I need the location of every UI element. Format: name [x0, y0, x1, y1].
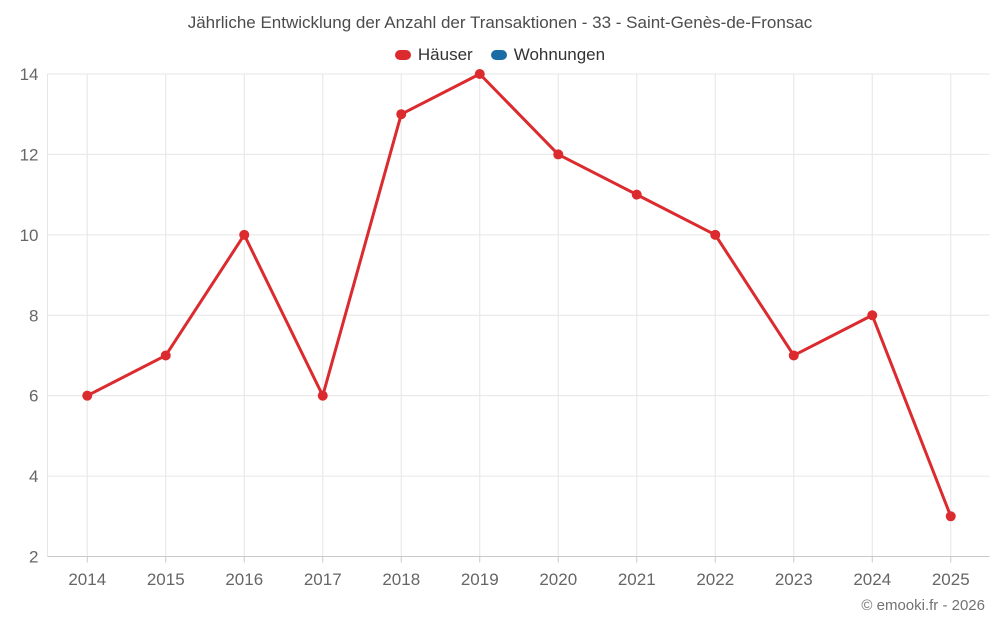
data-point[interactable] [82, 390, 93, 401]
legend-item-hauser[interactable]: Häuser [394, 45, 473, 65]
chart-title: Jährliche Entwicklung der Anzahl der Tra… [187, 13, 813, 32]
legend-item-wohnungen[interactable]: Wohnungen [490, 45, 606, 65]
x-axis-label: 2019 [461, 570, 499, 589]
y-axis-label: 6 [29, 387, 38, 406]
data-point[interactable] [396, 109, 407, 120]
x-axis-label: 2016 [225, 570, 263, 589]
x-axis-label: 2015 [147, 570, 185, 589]
data-point[interactable] [710, 229, 721, 240]
data-point[interactable] [553, 149, 564, 160]
credit-link[interactable]: © emooki.fr - 2026 [861, 597, 985, 614]
data-point[interactable] [945, 511, 956, 522]
x-axis-label: 2018 [382, 570, 420, 589]
y-axis-label: 14 [20, 65, 39, 84]
x-axis-label: 2020 [539, 570, 577, 589]
hauser-series-swatch-icon [394, 50, 411, 60]
data-point[interactable] [474, 69, 485, 79]
y-axis-label: 8 [29, 306, 38, 325]
data-point[interactable] [788, 350, 799, 361]
legend-label-hauser: Häuser [417, 45, 473, 64]
x-axis-label: 2022 [696, 570, 734, 589]
x-axis-label: 2014 [68, 570, 106, 589]
data-point[interactable] [867, 310, 878, 321]
data-point[interactable] [631, 189, 642, 200]
legend-label-wohnungen: Wohnungen [513, 45, 606, 64]
data-point[interactable] [239, 229, 250, 240]
y-axis-label: 2 [29, 548, 38, 567]
legend: Häuser Wohnungen [0, 45, 1000, 65]
wohnungen-series-swatch-icon [490, 50, 507, 60]
x-axis-label: 2021 [618, 570, 656, 589]
series-line [85, 72, 953, 518]
x-axis-label: 2025 [932, 570, 970, 589]
x-axis-label: 2023 [775, 570, 813, 589]
data-point[interactable] [317, 390, 328, 401]
y-axis-label: 4 [29, 467, 38, 486]
x-axis-label: 2024 [853, 570, 891, 589]
y-axis-label: 12 [20, 145, 39, 164]
x-axis-label: 2017 [304, 570, 342, 589]
data-point[interactable] [160, 350, 171, 361]
y-axis-label: 10 [20, 226, 39, 245]
